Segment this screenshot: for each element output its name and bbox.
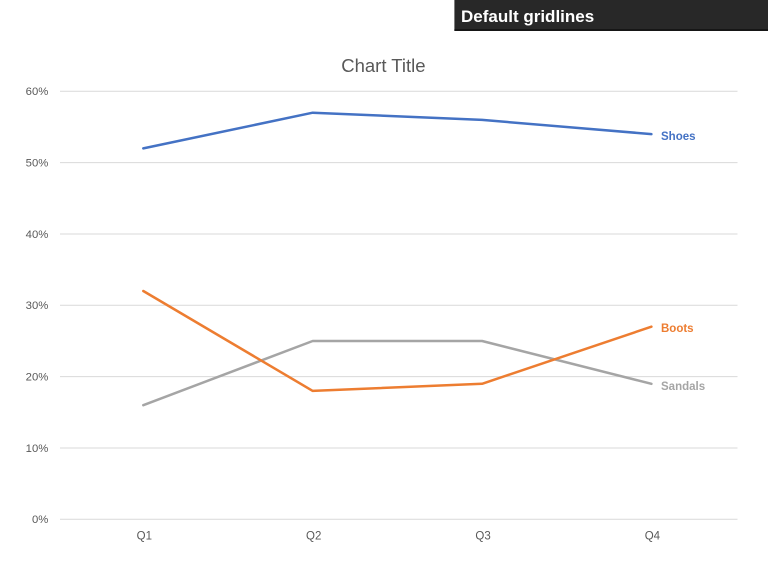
svg-text:Shoes: Shoes xyxy=(661,131,696,143)
svg-text:20%: 20% xyxy=(26,371,49,383)
svg-text:Q1: Q1 xyxy=(137,531,152,543)
svg-text:40%: 40% xyxy=(26,229,49,241)
svg-text:10%: 10% xyxy=(26,443,49,455)
svg-text:30%: 30% xyxy=(26,300,49,312)
svg-text:Sandals: Sandals xyxy=(661,381,705,393)
svg-text:Chart Title: Chart Title xyxy=(341,55,425,76)
svg-text:0%: 0% xyxy=(32,514,48,526)
svg-text:Q4: Q4 xyxy=(645,531,661,543)
svg-text:Default gridlines: Default gridlines xyxy=(461,7,594,26)
svg-text:50%: 50% xyxy=(26,157,49,169)
svg-text:Boots: Boots xyxy=(661,323,694,335)
svg-text:Q2: Q2 xyxy=(306,531,321,543)
svg-text:60%: 60% xyxy=(26,86,49,98)
svg-text:Q3: Q3 xyxy=(475,531,490,543)
